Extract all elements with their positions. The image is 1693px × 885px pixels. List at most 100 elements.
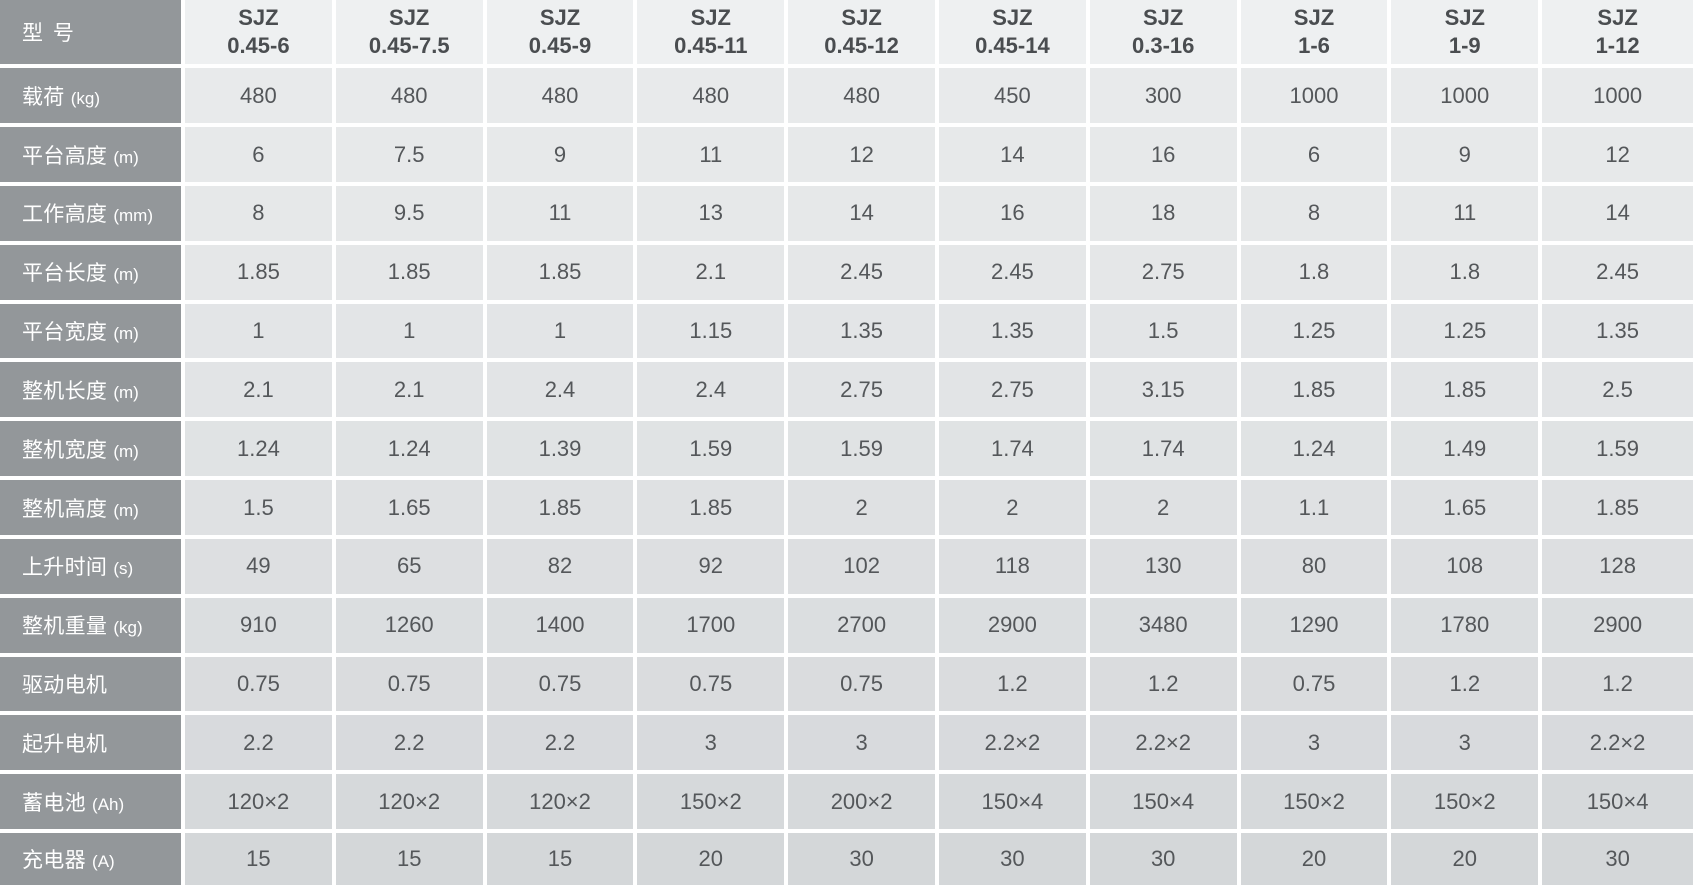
- cell-r13-c8: 20: [1391, 833, 1543, 885]
- cell-r9-c8: 1780: [1391, 597, 1543, 657]
- table-header: 型 号 SJZ 0.45-6 SJZ 0.45-7.5 SJZ 0.45-9 SJZ 0.45…: [0, 0, 1693, 69]
- cell-r9-c4: 2700: [788, 597, 939, 657]
- cell-r3-c8: 1.8: [1391, 244, 1543, 304]
- cell-r0-c6: 300: [1089, 68, 1241, 128]
- header-row: 型 号 SJZ 0.45-6 SJZ 0.45-7.5 SJZ 0.45-9 SJZ 0.45…: [0, 0, 1693, 69]
- cell-r2-c1: 9.5: [335, 185, 487, 245]
- cell-r3-c7: 1.8: [1240, 244, 1392, 304]
- table-row: 平台高度 (m) 6 7.5 9 11 12 14 16 6 9 12: [0, 127, 1693, 186]
- cell-r13-c5: 30: [938, 833, 1090, 885]
- cell-r5-c6: 3.15: [1089, 362, 1241, 422]
- table-row: 整机宽度 (m) 1.24 1.24 1.39 1.59 1.59 1.74 1.74 1.24…: [0, 421, 1693, 481]
- row-label-unit: (m): [113, 324, 139, 344]
- cell-r3-c0: 1.85: [185, 244, 336, 304]
- cell-r10-c5: 1.2: [938, 656, 1090, 716]
- column-header-model-6: SJZ 0.3-16: [1089, 0, 1241, 69]
- cell-r9-c0: 910: [185, 597, 336, 657]
- table-row: 充电器 (A) 15 15 15 20 30 30 30 20 20 30: [0, 833, 1693, 885]
- cell-r10-c9: 1.2: [1542, 656, 1693, 716]
- cell-r1-c1: 7.5: [335, 127, 487, 186]
- model-brand: SJZ: [1597, 5, 1638, 30]
- table-row: 工作高度 (mm) 8 9.5 11 13 14 16 18 8 11 14: [0, 185, 1693, 245]
- row-label-12: 蓄电池 (Ah): [0, 774, 185, 834]
- row-label-3: 平台长度 (m): [0, 244, 185, 304]
- cell-r12-c6: 150×4: [1089, 774, 1241, 834]
- cell-r0-c5: 450: [938, 68, 1090, 128]
- cell-r7-c7: 1.1: [1240, 480, 1392, 539]
- cell-r13-c1: 15: [335, 833, 487, 885]
- column-header-model-7: SJZ 1-6: [1240, 0, 1392, 69]
- row-label-unit: (m): [113, 147, 139, 167]
- cell-r11-c0: 2.2: [185, 715, 336, 775]
- model-brand: SJZ: [1444, 5, 1485, 30]
- table-row: 上升时间 (s) 49 65 82 92 102 118 130 80 108 128: [0, 538, 1693, 598]
- row-label-text: 充电器: [22, 849, 86, 873]
- table-row: 载荷 (kg) 480 480 480 480 480 450 300 1000 1000 1000: [0, 68, 1693, 128]
- cell-r11-c8: 3: [1391, 715, 1543, 775]
- cell-r2-c6: 18: [1089, 185, 1241, 245]
- row-label-text: 工作高度: [22, 203, 108, 227]
- table-row: 整机重量 (kg) 910 1260 1400 1700 2700 2900 3480 1290…: [0, 597, 1693, 657]
- cell-r10-c6: 1.2: [1089, 656, 1241, 716]
- column-header-model-1: SJZ 0.45-7.5: [335, 0, 487, 69]
- cell-r4-c3: 1.15: [637, 303, 789, 363]
- row-label-1: 平台高度 (m): [0, 127, 185, 186]
- cell-r7-c1: 1.65: [335, 480, 487, 539]
- cell-r9-c2: 1400: [486, 597, 638, 657]
- model-code: 0.3-16: [1131, 33, 1195, 59]
- row-label-text: 整机长度: [22, 379, 108, 403]
- row-label-13: 充电器 (A): [0, 833, 185, 885]
- cell-r12-c9: 150×4: [1542, 774, 1693, 834]
- cell-r9-c6: 3480: [1089, 597, 1241, 657]
- row-label-4: 平台宽度 (m): [0, 303, 185, 363]
- row-label-unit: (m): [113, 382, 139, 402]
- row-label-unit: (A): [92, 852, 115, 872]
- cell-r0-c3: 480: [637, 68, 789, 128]
- cell-r5-c8: 1.85: [1391, 362, 1543, 422]
- table-row: 整机长度 (m) 2.1 2.1 2.4 2.4 2.75 2.75 3.15 1.85 1.85…: [0, 362, 1693, 422]
- cell-r1-c4: 12: [788, 127, 939, 186]
- model-code: 0.45-11: [674, 33, 748, 59]
- row-label-11: 起升电机: [0, 715, 185, 775]
- cell-r9-c9: 2900: [1542, 597, 1693, 657]
- model-brand: SJZ: [238, 5, 279, 30]
- cell-r1-c3: 11: [637, 127, 789, 186]
- cell-r1-c5: 14: [938, 127, 1090, 186]
- model-brand: SJZ: [1143, 5, 1184, 30]
- cell-r4-c8: 1.25: [1391, 303, 1543, 363]
- cell-r6-c4: 1.59: [788, 421, 939, 481]
- cell-r6-c1: 1.24: [335, 421, 487, 481]
- cell-r4-c5: 1.35: [938, 303, 1090, 363]
- cell-r5-c0: 2.1: [185, 362, 336, 422]
- cell-r2-c8: 11: [1391, 185, 1543, 245]
- cell-r12-c7: 150×2: [1240, 774, 1392, 834]
- row-label-text: 上升时间: [22, 556, 108, 580]
- cell-r9-c7: 1290: [1240, 597, 1392, 657]
- cell-r7-c9: 1.85: [1542, 480, 1693, 539]
- column-header-model-8: SJZ 1-9: [1391, 0, 1543, 69]
- cell-r12-c0: 120×2: [185, 774, 336, 834]
- cell-r12-c3: 150×2: [637, 774, 789, 834]
- cell-r7-c6: 2: [1089, 480, 1241, 539]
- cell-r0-c0: 480: [185, 68, 336, 128]
- model-brand: SJZ: [841, 5, 882, 30]
- cell-r6-c3: 1.59: [637, 421, 789, 481]
- cell-r7-c2: 1.85: [486, 480, 638, 539]
- cell-r11-c9: 2.2×2: [1542, 715, 1693, 775]
- cell-r3-c6: 2.75: [1089, 244, 1241, 304]
- cell-r2-c0: 8: [185, 185, 336, 245]
- model-code: 1-6: [1298, 33, 1330, 59]
- cell-r5-c5: 2.75: [938, 362, 1090, 422]
- cell-r6-c6: 1.74: [1089, 421, 1241, 481]
- model-code: 0.45-7.5: [368, 33, 450, 59]
- row-label-5: 整机长度 (m): [0, 362, 185, 422]
- row-label-text: 整机重量: [22, 615, 108, 639]
- cell-r6-c7: 1.24: [1240, 421, 1392, 481]
- cell-r1-c2: 9: [486, 127, 638, 186]
- cell-r5-c2: 2.4: [486, 362, 638, 422]
- cell-r4-c1: 1: [335, 303, 487, 363]
- row-label-text: 整机高度: [22, 497, 108, 521]
- cell-r1-c9: 12: [1542, 127, 1693, 186]
- cell-r8-c8: 108: [1391, 538, 1543, 598]
